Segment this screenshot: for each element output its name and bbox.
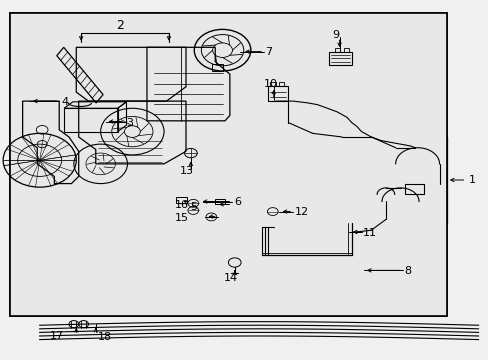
Text: 7: 7 <box>265 47 272 57</box>
Bar <box>278 82 284 86</box>
Bar <box>10 13 446 316</box>
Text: 13: 13 <box>180 166 194 176</box>
Text: 14: 14 <box>224 273 238 283</box>
Bar <box>211 64 222 71</box>
Text: 12: 12 <box>294 207 308 217</box>
Text: 10: 10 <box>263 79 277 89</box>
Bar <box>344 48 348 51</box>
Text: 4: 4 <box>61 97 69 107</box>
Text: 6: 6 <box>233 197 240 207</box>
Bar <box>328 51 351 65</box>
Text: 2: 2 <box>116 19 124 32</box>
Bar <box>334 48 339 51</box>
Bar <box>215 199 224 204</box>
Bar <box>267 86 288 101</box>
Text: 5: 5 <box>189 202 197 212</box>
Text: 18: 18 <box>98 332 112 342</box>
Text: 17: 17 <box>49 331 63 341</box>
Bar <box>10 13 446 316</box>
Text: 9: 9 <box>332 30 339 40</box>
Bar <box>405 184 423 194</box>
Text: 1: 1 <box>468 175 475 185</box>
Bar <box>176 197 186 203</box>
Text: 15: 15 <box>175 213 189 223</box>
Text: 8: 8 <box>404 266 411 276</box>
Text: 11: 11 <box>362 228 376 238</box>
Text: 16: 16 <box>175 200 189 210</box>
Text: 3: 3 <box>126 118 133 128</box>
Bar <box>270 82 276 86</box>
